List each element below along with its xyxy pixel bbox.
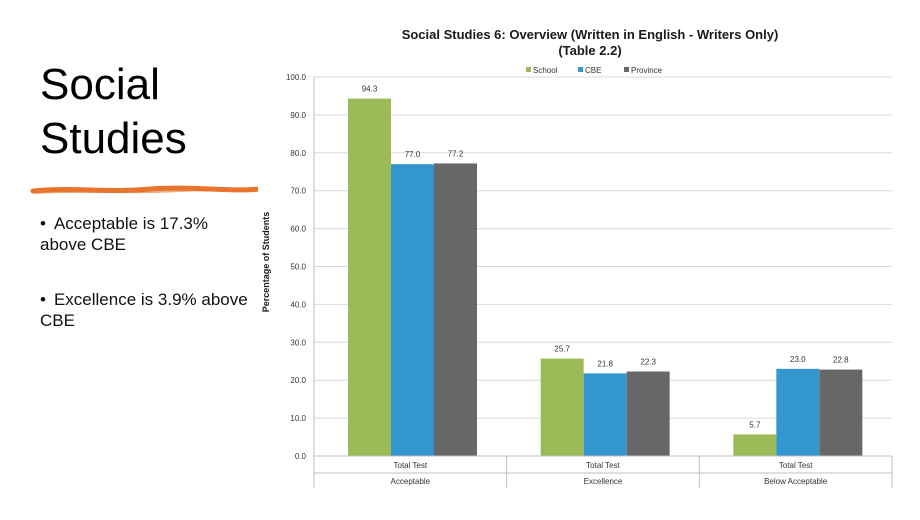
bar-province <box>819 369 863 456</box>
y-tick-label: 40.0 <box>290 300 306 309</box>
x-axis: Total Test Acceptable Total Test Excellence… <box>313 455 893 488</box>
y-tick-label: 100.0 <box>286 73 307 82</box>
x-tick-label: Below Acceptable <box>764 477 828 486</box>
bar-province <box>434 163 477 457</box>
x-tick-label: Acceptable <box>391 477 431 486</box>
x-tick-sublabel: Total Test <box>586 461 620 470</box>
y-tick-label: 10.0 <box>290 414 306 423</box>
data-label: 94.3 <box>362 85 378 94</box>
y-tick-label: 90.0 <box>290 111 306 120</box>
x-tick-sublabel: Total Test <box>779 461 813 470</box>
data-label: 5.7 <box>749 420 761 429</box>
legend-swatch-cbe <box>578 67 583 72</box>
y-tick-label: 20.0 <box>290 376 306 385</box>
data-label: 25.7 <box>554 345 570 354</box>
bar-school <box>733 434 777 456</box>
bullet-item: • Excellence is 3.9% above CBE <box>40 290 248 330</box>
chart-panel: Social Studies 6: Overview (Written in E… <box>258 18 918 496</box>
slide-title: Social Studies <box>40 58 187 166</box>
y-tick-label: 30.0 <box>290 338 306 347</box>
y-tick-label: 60.0 <box>290 225 306 234</box>
y-tick-label: 50.0 <box>290 263 306 272</box>
x-tick-sublabel: Total Test <box>394 461 428 470</box>
bullet-text: Excellence is 3.9% above CBE <box>40 290 248 330</box>
legend-label: CBE <box>585 66 601 75</box>
slide-title-line-2: Studies <box>40 114 187 163</box>
chart-title: Social Studies 6: Overview (Written in E… <box>402 27 779 42</box>
legend-label: Province <box>631 66 663 75</box>
bar-province <box>626 371 670 456</box>
bar-school <box>540 358 584 456</box>
data-label: 23.0 <box>790 355 806 364</box>
data-label: 22.3 <box>640 357 656 366</box>
title-underline-stroke <box>30 185 262 194</box>
bar-chart: Social Studies 6: Overview (Written in E… <box>261 27 893 488</box>
y-axis-label: Percentage of Students <box>261 212 271 313</box>
bullet-item: • Acceptable is 17.3% above CBE <box>40 214 208 254</box>
y-tick-labels: 0.0 10.0 20.0 30.0 40.0 50.0 60.0 70.0 80.0 90.0 1… <box>286 73 307 461</box>
bar-school <box>348 98 391 456</box>
data-label: 21.8 <box>597 359 613 368</box>
legend-swatch-school <box>526 67 531 72</box>
data-label: 22.8 <box>833 356 849 365</box>
legend-swatch-province <box>624 67 629 72</box>
bar-cbe <box>776 368 820 456</box>
bars: 94.3 77.0 77.2 25.7 21.8 22.3 5.7 23.0 22.8 <box>348 85 863 457</box>
y-tick-label: 80.0 <box>290 149 306 158</box>
slide-title-line-1: Social <box>40 60 160 109</box>
bullet-text: Acceptable is 17.3% above CBE <box>40 214 208 254</box>
bullet-list: • Acceptable is 17.3% above CBE • Excellen… <box>40 213 255 365</box>
bar-cbe <box>391 164 434 457</box>
data-label: 77.0 <box>405 150 421 159</box>
legend-label: School <box>533 66 558 75</box>
data-label: 77.2 <box>448 149 464 158</box>
chart-legend: School CBE Province <box>526 66 663 75</box>
y-tick-label: 0.0 <box>295 452 307 461</box>
bar-cbe <box>583 373 627 456</box>
y-tick-label: 70.0 <box>290 187 306 196</box>
x-tick-label: Excellence <box>584 477 623 486</box>
chart-subtitle: (Table 2.2) <box>558 43 621 58</box>
